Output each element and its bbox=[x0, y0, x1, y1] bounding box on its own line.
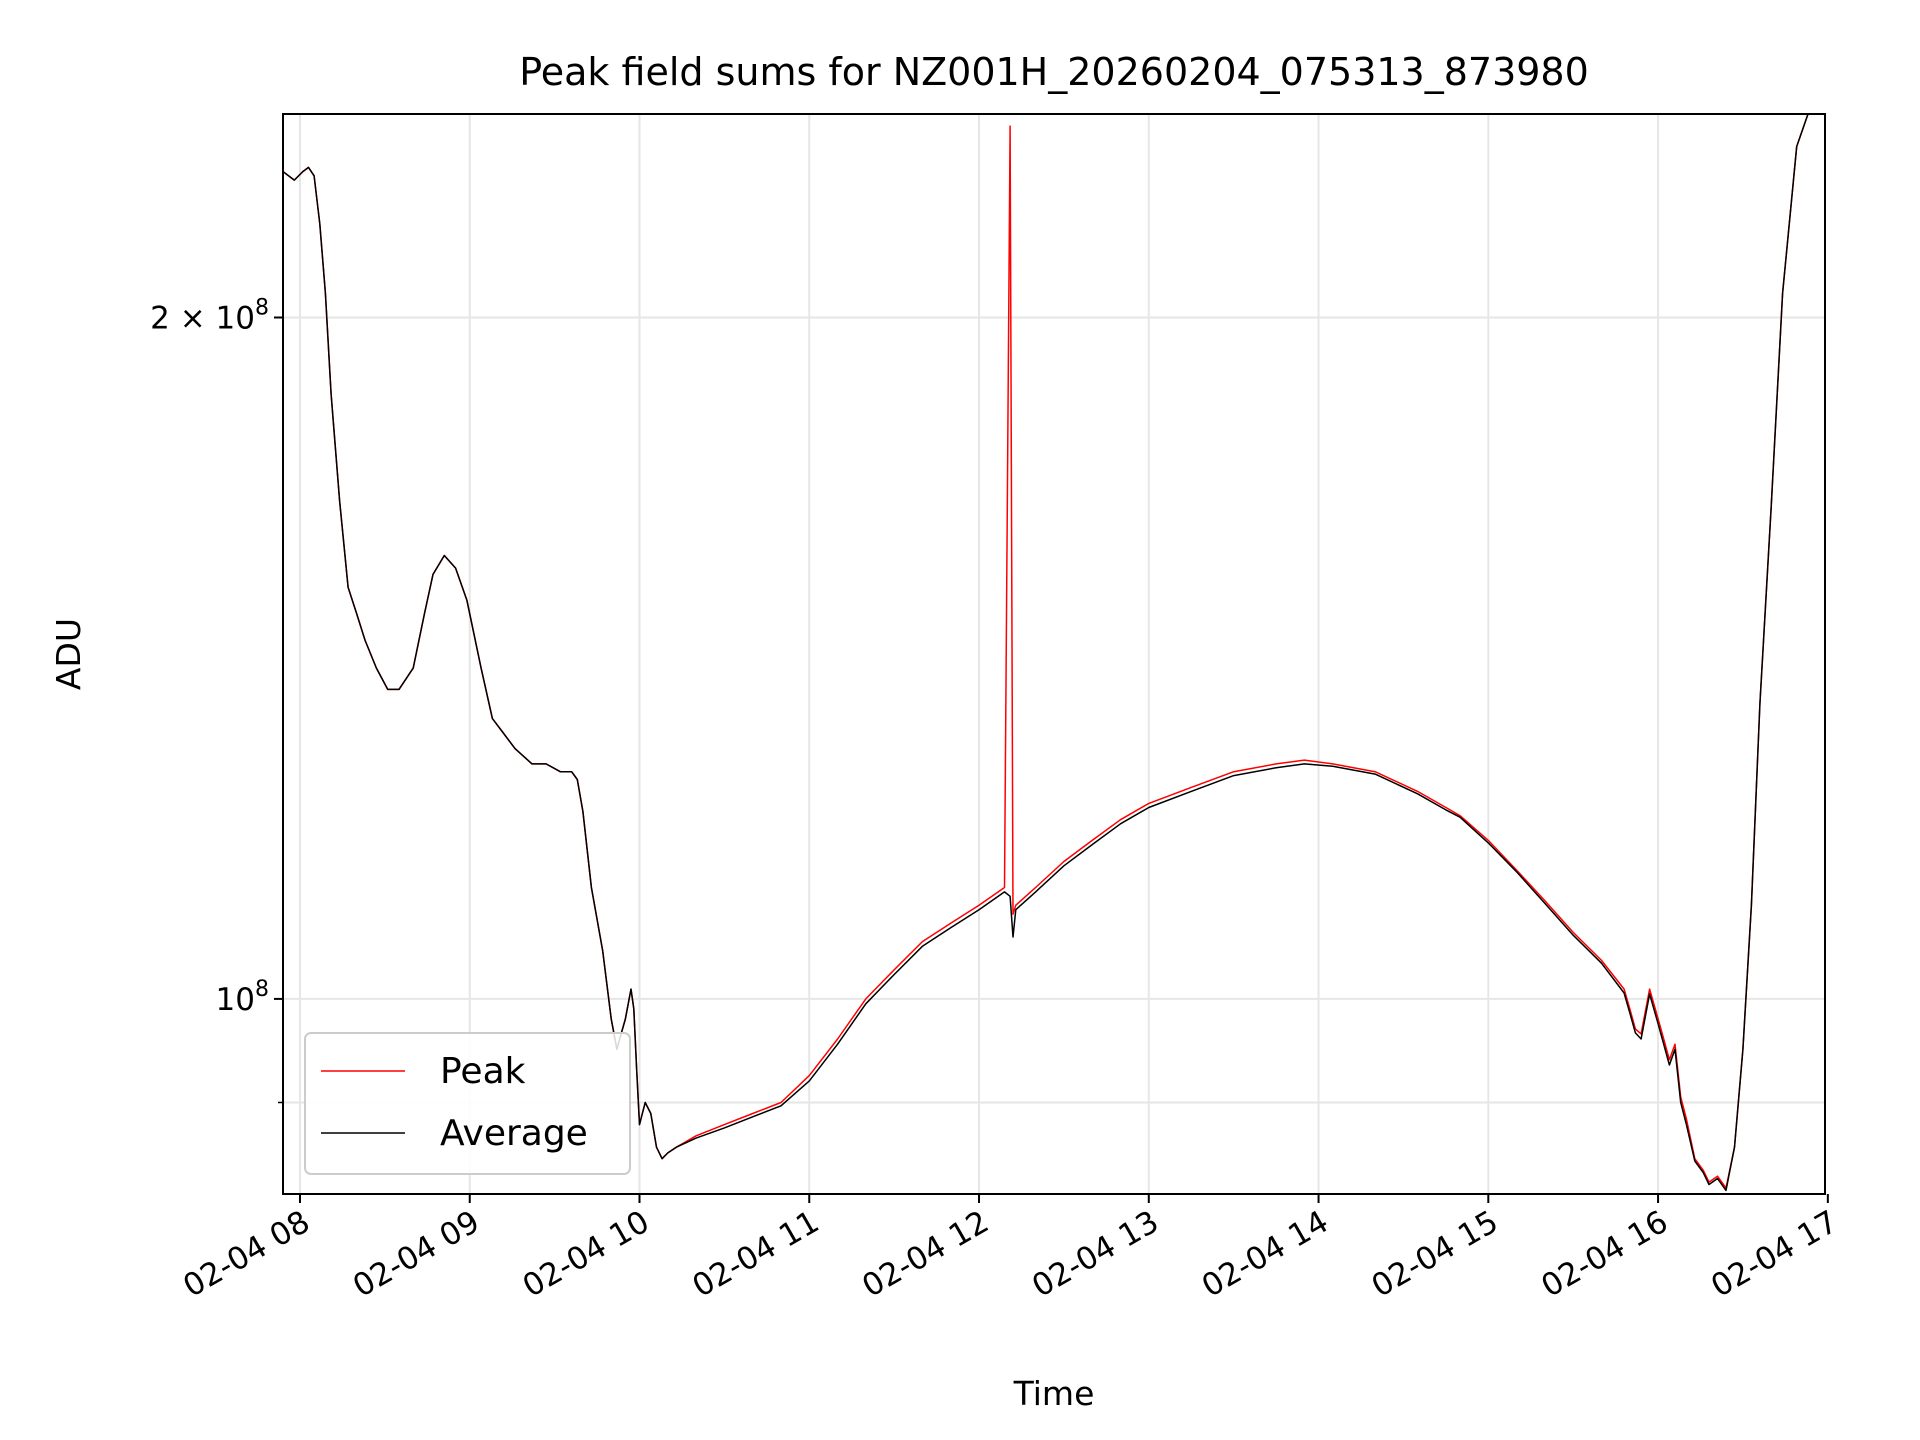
y-axis-label: ADU bbox=[49, 618, 88, 690]
x-axis-label: Time bbox=[1013, 1374, 1095, 1413]
legend: Peak Average bbox=[304, 1032, 631, 1175]
legend-label-average: Average bbox=[440, 1113, 588, 1154]
y-tick-label: 108 bbox=[216, 977, 269, 1018]
legend-box bbox=[304, 1032, 631, 1175]
legend-label-peak: Peak bbox=[440, 1051, 526, 1092]
chart-title: Peak field sums for NZ001H_20260204_0753… bbox=[519, 50, 1589, 94]
grid bbox=[283, 114, 1825, 1194]
plot-frame bbox=[282, 113, 1826, 1195]
series-layer bbox=[283, 114, 1825, 1192]
y-tick-label: 2 × 108 bbox=[150, 296, 269, 337]
series-line-average bbox=[283, 114, 1825, 1192]
y-axis-ticks: 108 2 × 108 bbox=[150, 296, 283, 1104]
